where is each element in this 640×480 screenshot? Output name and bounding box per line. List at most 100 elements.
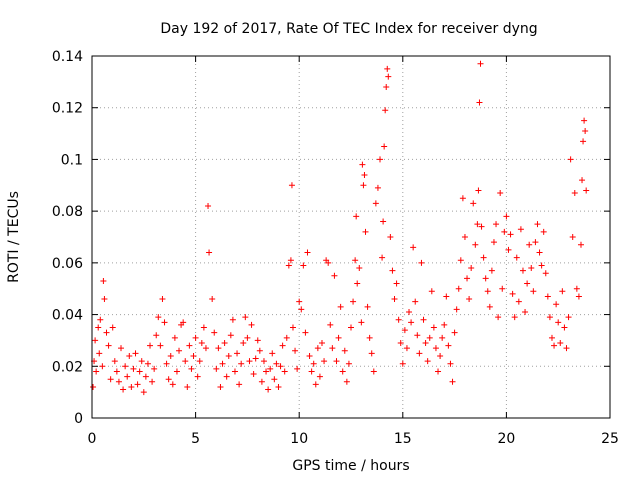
x-axis-label: GPS time / hours xyxy=(292,458,409,474)
data-point xyxy=(335,334,342,341)
data-point xyxy=(509,290,516,297)
data-point xyxy=(130,365,137,372)
data-point xyxy=(161,319,168,326)
data-point xyxy=(544,293,551,300)
data-point xyxy=(176,347,183,354)
data-point xyxy=(223,373,230,380)
data-point xyxy=(339,368,346,375)
data-point xyxy=(180,319,187,326)
data-point xyxy=(171,334,178,341)
data-point xyxy=(217,383,224,390)
data-point xyxy=(192,334,199,341)
data-point xyxy=(231,368,238,375)
data-point xyxy=(424,358,431,365)
data-point xyxy=(159,296,166,303)
data-point xyxy=(540,228,547,235)
data-point xyxy=(206,249,213,256)
data-point xyxy=(256,347,263,354)
data-point xyxy=(528,265,535,272)
data-point xyxy=(399,360,406,367)
data-point xyxy=(443,293,450,300)
y-tick-labels: 0 0.02 0.04 0.06 0.08 0.1 0.12 0.14 xyxy=(52,49,83,427)
data-point xyxy=(111,358,118,365)
data-point xyxy=(408,319,415,326)
data-point xyxy=(418,259,425,266)
data-point xyxy=(107,376,114,383)
data-point xyxy=(551,342,558,349)
data-point xyxy=(397,340,404,347)
data-point xyxy=(132,350,139,357)
data-point xyxy=(265,386,272,393)
data-point xyxy=(406,308,413,315)
data-point xyxy=(227,332,234,339)
data-point xyxy=(393,280,400,287)
grid xyxy=(92,56,610,418)
data-point xyxy=(273,360,280,367)
x-tick-label: 5 xyxy=(191,431,200,447)
data-point xyxy=(457,257,464,264)
data-point xyxy=(387,234,394,240)
data-point xyxy=(377,156,384,163)
data-point xyxy=(333,358,340,365)
y-axis-label: ROTI / TECUs xyxy=(6,191,22,283)
data-points xyxy=(90,60,590,396)
data-point xyxy=(522,308,529,315)
data-point xyxy=(503,213,510,220)
data-point xyxy=(364,303,371,310)
data-point xyxy=(186,342,193,349)
data-point xyxy=(466,296,473,303)
x-tick-label: 15 xyxy=(394,431,412,447)
data-point xyxy=(285,262,292,269)
data-point xyxy=(488,267,495,274)
data-point xyxy=(314,345,321,352)
data-point xyxy=(345,360,352,367)
data-point xyxy=(536,249,543,256)
data-point xyxy=(555,319,562,326)
data-point xyxy=(580,138,587,145)
data-point xyxy=(93,368,100,375)
data-point xyxy=(582,127,589,134)
data-point xyxy=(361,171,368,178)
data-point xyxy=(370,368,377,375)
data-point xyxy=(331,272,338,279)
data-point xyxy=(455,285,462,292)
data-point xyxy=(437,352,444,359)
data-point xyxy=(260,358,267,365)
data-point xyxy=(383,84,390,91)
data-point xyxy=(567,156,574,163)
x-tick-labels: 0 5 10 15 20 25 xyxy=(88,431,619,447)
data-point xyxy=(482,275,489,282)
data-point xyxy=(188,365,195,372)
y-tick-label: 0 xyxy=(74,411,83,427)
data-point xyxy=(250,371,257,378)
chart-title: Day 192 of 2017, Rate Of TEC Index for r… xyxy=(160,21,537,37)
data-point xyxy=(294,365,301,372)
data-point xyxy=(288,182,295,189)
y-tick-label: 0.14 xyxy=(52,49,83,65)
data-point xyxy=(151,365,158,372)
data-point xyxy=(472,241,479,248)
data-point xyxy=(209,296,216,303)
data-point xyxy=(352,257,359,264)
data-point xyxy=(379,254,386,261)
x-tick-label: 0 xyxy=(88,431,97,447)
data-point xyxy=(144,360,151,367)
data-point xyxy=(575,293,582,300)
x-tick-label: 20 xyxy=(497,431,515,447)
data-point xyxy=(569,234,576,240)
data-point xyxy=(92,337,99,344)
data-point xyxy=(534,221,541,228)
data-point xyxy=(497,190,504,197)
data-point xyxy=(95,324,102,331)
data-point xyxy=(453,306,460,313)
data-point xyxy=(501,228,508,235)
y-tick-label: 0.06 xyxy=(52,256,83,272)
data-point xyxy=(389,267,396,274)
y-tick-label: 0.02 xyxy=(52,359,83,375)
data-point xyxy=(542,270,549,277)
data-point xyxy=(118,345,125,352)
data-point xyxy=(136,368,143,375)
data-point xyxy=(213,365,220,372)
data-point xyxy=(173,368,180,375)
